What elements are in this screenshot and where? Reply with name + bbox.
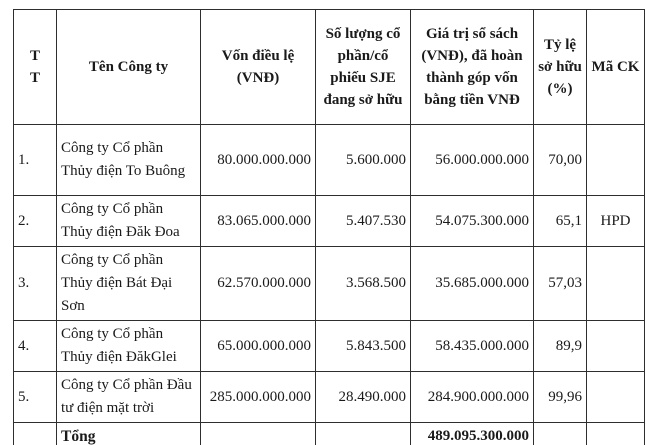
table-row: 4. Công ty Cổ phần Thủy điện ĐăkGlei 65.… [13, 320, 645, 372]
company-name: Công ty Cổ phần Thủy điện To Buông [56, 124, 201, 196]
book-value: 56.000.000.000 [410, 124, 534, 196]
header-ticker: Mã CK [586, 9, 645, 125]
total-empty-shares [315, 422, 411, 445]
ticker [586, 124, 645, 196]
shares-owned: 5.407.530 [315, 195, 411, 247]
table-header-row: T T Tên Công ty Vốn điều lệ (VNĐ) Số lượ… [13, 9, 645, 125]
book-value: 54.075.300.000 [410, 195, 534, 247]
row-index: 3. [13, 246, 57, 321]
row-index: 4. [13, 320, 57, 372]
total-book-value: 489.095.300.000 [410, 422, 534, 445]
header-charter-capital: Vốn điều lệ (VNĐ) [200, 9, 316, 125]
table-row: 3. Công ty Cổ phần Thủy điện Bát Đại Sơn… [13, 246, 645, 321]
total-empty-tt [13, 422, 57, 445]
company-name: Công ty Cổ phần Thủy điện ĐăkGlei [56, 320, 201, 372]
header-ownership-pct: Tỷ lệ sở hữu (%) [533, 9, 587, 125]
ownership-pct: 89,9 [533, 320, 587, 372]
book-value: 35.685.000.000 [410, 246, 534, 321]
ticker [586, 320, 645, 372]
company-name: Công ty Cổ phần Đầu tư điện mặt trời [56, 371, 201, 423]
ticker [586, 371, 645, 423]
row-index: 1. [13, 124, 57, 196]
total-label: Tổng [56, 422, 201, 445]
ownership-pct: 65,1 [533, 195, 587, 247]
total-empty-ticker [586, 422, 645, 445]
table-row: 5. Công ty Cổ phần Đầu tư điện mặt trời … [13, 371, 645, 423]
book-value: 284.900.000.000 [410, 371, 534, 423]
ticker [586, 246, 645, 321]
charter-capital: 285.000.000.000 [200, 371, 316, 423]
charter-capital: 62.570.000.000 [200, 246, 316, 321]
header-book-value: Giá trị sổ sách (VNĐ), đã hoàn thành góp… [410, 9, 534, 125]
book-value: 58.435.000.000 [410, 320, 534, 372]
table-total-row: Tổng 489.095.300.000 [13, 422, 645, 445]
header-shares-owned: Số lượng cổ phần/cổ phiếu SJE đang sở hữ… [315, 9, 411, 125]
shares-owned: 28.490.000 [315, 371, 411, 423]
ownership-pct: 99,96 [533, 371, 587, 423]
table-row: 1. Công ty Cổ phần Thủy điện To Buông 80… [13, 124, 645, 196]
subsidiaries-table: T T Tên Công ty Vốn điều lệ (VNĐ) Số lượ… [13, 9, 645, 445]
charter-capital: 83.065.000.000 [200, 195, 316, 247]
header-tt: T T [13, 9, 57, 125]
shares-owned: 5.600.000 [315, 124, 411, 196]
company-name: Công ty Cổ phần Thủy điện Đăk Đoa [56, 195, 201, 247]
total-empty-ownership [533, 422, 587, 445]
charter-capital: 65.000.000.000 [200, 320, 316, 372]
total-empty-capital [200, 422, 316, 445]
charter-capital: 80.000.000.000 [200, 124, 316, 196]
company-name: Công ty Cổ phần Thủy điện Bát Đại Sơn [56, 246, 201, 321]
header-company-name: Tên Công ty [56, 9, 201, 125]
row-index: 2. [13, 195, 57, 247]
table-row: 2. Công ty Cổ phần Thủy điện Đăk Đoa 83.… [13, 195, 645, 247]
shares-owned: 5.843.500 [315, 320, 411, 372]
ownership-pct: 70,00 [533, 124, 587, 196]
ticker: HPD [586, 195, 645, 247]
row-index: 5. [13, 371, 57, 423]
shares-owned: 3.568.500 [315, 246, 411, 321]
ownership-pct: 57,03 [533, 246, 587, 321]
